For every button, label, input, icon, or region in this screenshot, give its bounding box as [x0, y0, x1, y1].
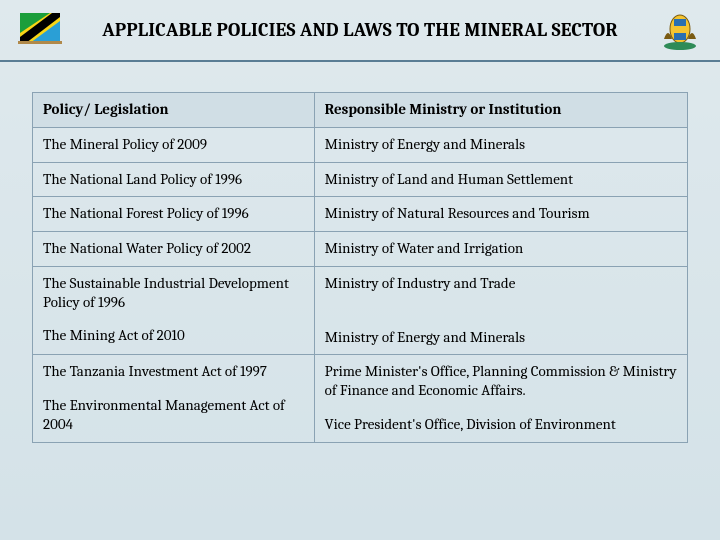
tanzania-flag-icon	[18, 9, 62, 51]
cell-ministry: Ministry of Industry and Trade	[315, 267, 687, 321]
cell-policy-group: The Tanzania Investment Act of 1997 The …	[33, 355, 315, 442]
column-header-ministry: Responsible Ministry or Institution	[314, 93, 687, 128]
table-row: The Tanzania Investment Act of 1997 The …	[33, 355, 688, 442]
table-header-row: Policy/ Legislation Responsible Ministry…	[33, 93, 688, 128]
page-title: APPLICABLE POLICIES AND LAWS TO THE MINE…	[62, 19, 658, 41]
cell-policy: The Sustainable Industrial Development P…	[33, 267, 314, 320]
cell-ministry: Ministry of Energy and Minerals	[315, 321, 687, 355]
cell-policy-group: The Sustainable Industrial Development P…	[33, 266, 315, 355]
cell-ministry-group: Prime Minister's Office, Planning Commis…	[314, 355, 687, 442]
table-row: The National Water Policy of 2002 Minist…	[33, 232, 688, 267]
cell-ministry: Ministry of Natural Resources and Touris…	[314, 197, 687, 232]
slide-header: APPLICABLE POLICIES AND LAWS TO THE MINE…	[0, 0, 720, 62]
cell-policy: The National Land Policy of 1996	[33, 162, 315, 197]
table-row: The National Land Policy of 1996 Ministr…	[33, 162, 688, 197]
cell-ministry-group: Ministry of Industry and Trade Ministry …	[314, 266, 687, 355]
table-row: The Sustainable Industrial Development P…	[33, 266, 688, 355]
cell-policy: The Environmental Management Act of 2004	[33, 389, 314, 442]
table-row: The Mineral Policy of 2009 Ministry of E…	[33, 127, 688, 162]
table-row: The National Forest Policy of 1996 Minis…	[33, 197, 688, 232]
cell-ministry: Vice President's Office, Division of Env…	[315, 408, 687, 442]
cell-policy: The National Forest Policy of 1996	[33, 197, 315, 232]
cell-ministry: Ministry of Land and Human Settlement	[314, 162, 687, 197]
policy-table-container: Policy/ Legislation Responsible Ministry…	[0, 62, 720, 443]
cell-policy: The Tanzania Investment Act of 1997	[33, 355, 314, 389]
cell-ministry: Ministry of Energy and Minerals	[314, 127, 687, 162]
column-header-policy: Policy/ Legislation	[33, 93, 315, 128]
cell-policy: The Mining Act of 2010	[33, 319, 314, 353]
cell-policy: The Mineral Policy of 2009	[33, 127, 315, 162]
cell-ministry: Prime Minister's Office, Planning Commis…	[315, 355, 687, 408]
coat-of-arms-icon	[658, 9, 702, 51]
policy-table: Policy/ Legislation Responsible Ministry…	[32, 92, 688, 443]
cell-ministry: Ministry of Water and Irrigation	[314, 232, 687, 267]
cell-policy: The National Water Policy of 2002	[33, 232, 315, 267]
